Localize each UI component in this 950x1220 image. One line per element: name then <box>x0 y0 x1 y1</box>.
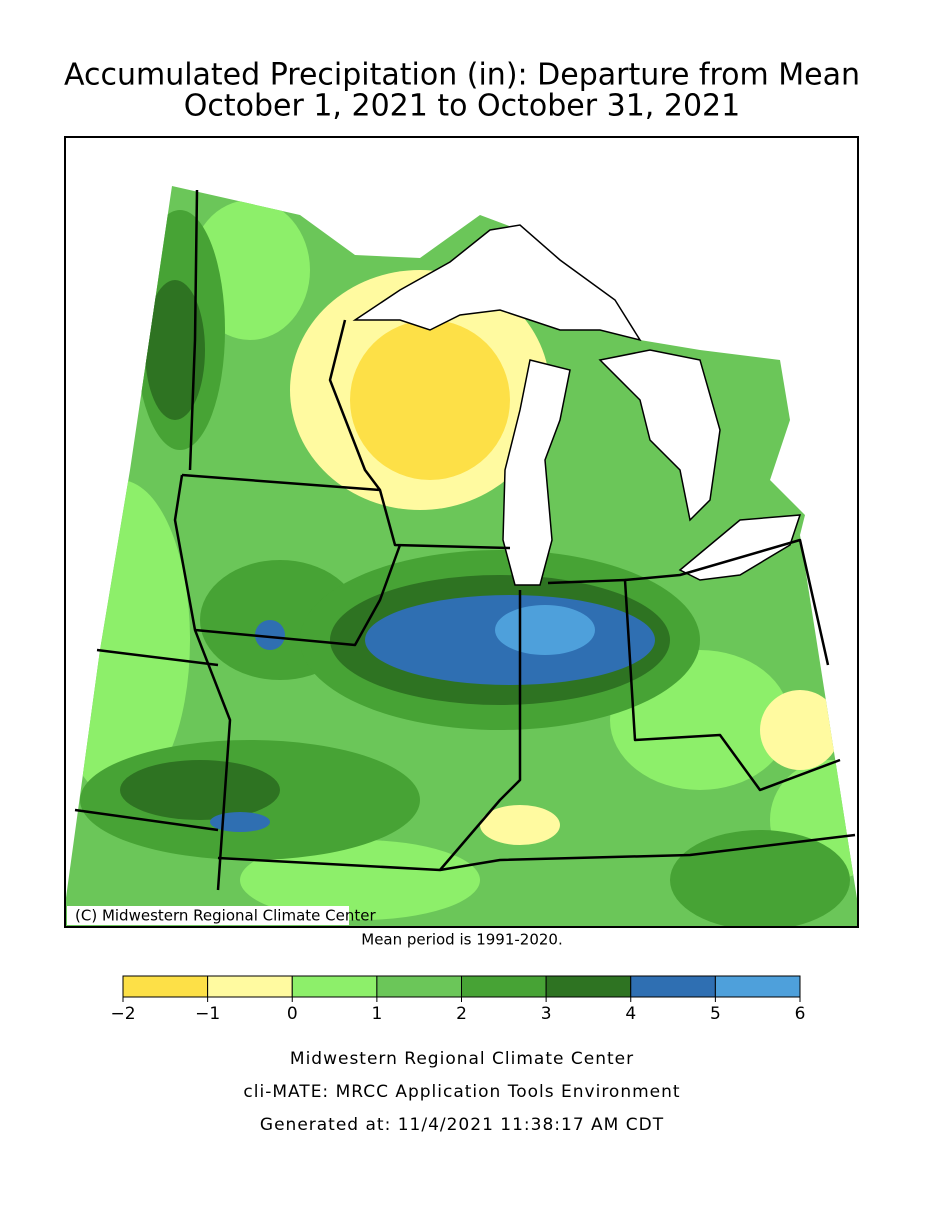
tick-label: 5 <box>710 1004 721 1024</box>
color-bin <box>207 975 293 998</box>
color-bin <box>545 975 632 998</box>
precip-zone <box>760 690 840 770</box>
legend: −2 −1 0 1 2 3 4 5 6 <box>110 975 806 1024</box>
footer-line: cli-MATE: MRCC Application Tools Environ… <box>243 1082 680 1102</box>
color-bin <box>376 975 462 998</box>
title: Accumulated Precipitation (in): Departur… <box>64 58 860 93</box>
color-bin <box>630 975 716 998</box>
tick-label: 1 <box>371 1004 382 1024</box>
precip-zone <box>495 605 595 655</box>
tick-label: 3 <box>541 1004 552 1024</box>
color-bin <box>122 975 209 998</box>
subtitle: October 1, 2021 to October 31, 2021 <box>184 89 740 124</box>
tick-label: −1 <box>195 1004 220 1024</box>
precip-zone <box>670 830 850 927</box>
precip-zone <box>350 320 510 480</box>
tick-label: 2 <box>456 1004 467 1024</box>
tick-label: 4 <box>625 1004 636 1024</box>
map: (C) Midwestern Regional Climate Center <box>64 136 859 928</box>
note: Mean period is 1991-2020. <box>361 931 562 949</box>
footer-line: Generated at: 11/4/2021 11:38:17 AM CDT <box>260 1115 664 1135</box>
credit: (C) Midwestern Regional Climate Center <box>75 907 376 925</box>
precip-zone <box>120 760 280 820</box>
tick-label: 0 <box>287 1004 298 1024</box>
precip-zone <box>480 805 560 845</box>
color-bin <box>461 975 547 998</box>
precip-zone <box>240 840 480 920</box>
precip-zone <box>210 812 270 832</box>
color-bin <box>291 975 378 998</box>
footer-line: Midwestern Regional Climate Center <box>290 1049 634 1069</box>
precip-zone <box>145 280 205 420</box>
precip-zone <box>255 620 285 650</box>
tick-label: −2 <box>110 1004 135 1024</box>
tick-label: 6 <box>795 1004 806 1024</box>
color-bin <box>714 975 801 998</box>
